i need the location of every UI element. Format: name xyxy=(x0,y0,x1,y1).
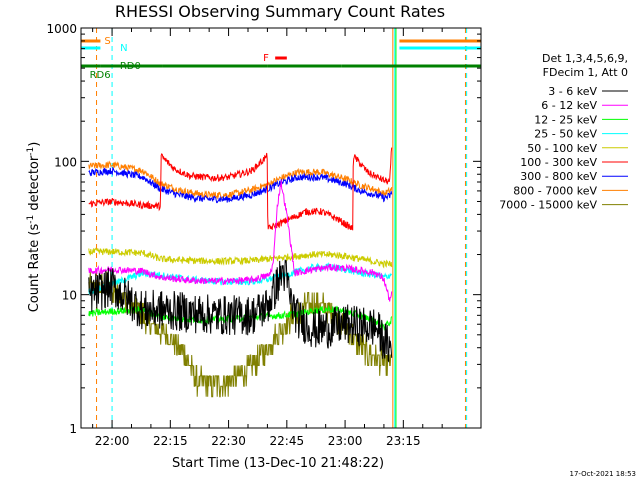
y-axis-label: Count Rate (s-1 detector-1) xyxy=(26,142,42,313)
legend-label-7: 800 - 7000 keV xyxy=(513,184,597,197)
series-line-4 xyxy=(88,247,393,269)
x-tick-label: 23:15 xyxy=(386,434,421,448)
x-tick-label: 22:45 xyxy=(270,434,305,448)
x-tick-label: 22:30 xyxy=(211,434,246,448)
legend-label-6: 300 - 800 keV xyxy=(520,170,597,183)
axes: 22:00 22:15 22:30 22:45 23:00 23:15 1 10 100 1000 xyxy=(46,22,482,448)
series-line-5 xyxy=(88,147,393,231)
legend-label-3: 25 - 50 keV xyxy=(534,128,597,141)
chart-title: RHESSI Observing Summary Count Rates xyxy=(115,2,445,21)
flag-label-rd0: RD0 xyxy=(120,61,141,72)
series-line-0 xyxy=(88,259,393,363)
timestamp: 17-Oct-2021 18:53 xyxy=(570,470,636,478)
plot-inner: SN F RD0 RD6 xyxy=(81,28,481,428)
legend-label-0: 3 - 6 keV xyxy=(548,85,597,98)
y-tick-label: 1 xyxy=(69,422,77,436)
x-tick-label: 23:00 xyxy=(328,434,363,448)
flag-label-f: F xyxy=(263,53,269,64)
plot-frame xyxy=(80,27,482,429)
legend-label-5: 100 - 300 keV xyxy=(520,156,597,169)
series-line-6 xyxy=(88,166,393,204)
flag-label-s: S xyxy=(104,36,110,47)
plot-area: SN F RD0 RD6 xyxy=(81,28,481,428)
y-tick-label: 10 xyxy=(62,289,77,303)
y-tick-label: 100 xyxy=(54,155,77,169)
flag-label-n: N xyxy=(120,43,127,54)
legend-header-line2: FDecim 1, Att 0 xyxy=(543,66,628,79)
x-axis-label: Start Time (13-Dec-10 21:48:22) xyxy=(172,456,384,471)
x-tick-label: 22:15 xyxy=(153,434,188,448)
legend-label-8: 7000 - 15000 keV xyxy=(499,199,597,212)
y-tick-label: 1000 xyxy=(46,22,77,36)
legend-header-line1: Det 1,3,4,5,6,9, xyxy=(542,52,628,65)
legend-label-2: 12 - 25 keV xyxy=(534,113,597,126)
series-line-1 xyxy=(88,180,393,302)
x-tick-label: 22:00 xyxy=(95,434,130,448)
flag-label-rd6: RD6 xyxy=(90,70,111,81)
legend-label-1: 6 - 12 keV xyxy=(541,99,597,112)
series-line-7 xyxy=(88,160,393,200)
legend-label-4: 50 - 100 keV xyxy=(527,142,597,155)
